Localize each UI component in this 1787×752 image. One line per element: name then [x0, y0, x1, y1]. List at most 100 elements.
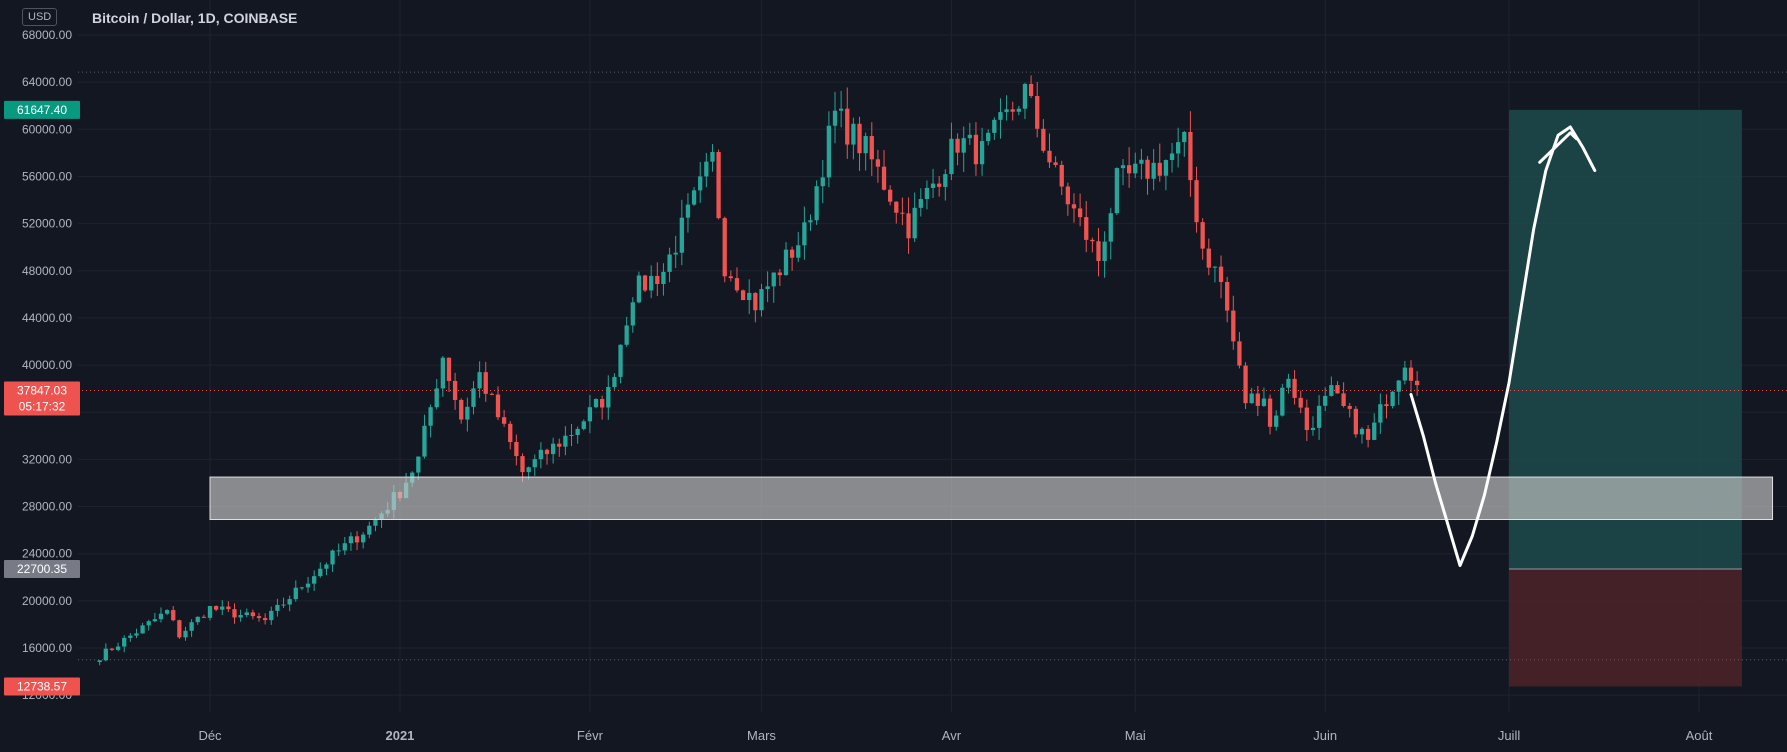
candle-up[interactable] — [293, 587, 298, 600]
candle-up[interactable] — [1102, 241, 1107, 261]
candle-down[interactable] — [906, 213, 911, 239]
candle-down[interactable] — [483, 372, 488, 394]
candle-up[interactable] — [618, 344, 623, 377]
candle-down[interactable] — [973, 134, 979, 165]
candle-down[interactable] — [232, 609, 237, 618]
candle-down[interactable] — [501, 417, 507, 424]
candle-up[interactable] — [667, 254, 672, 272]
candle-down[interactable] — [1053, 162, 1058, 165]
candle-down[interactable] — [845, 108, 850, 145]
candle-up[interactable] — [838, 108, 844, 111]
candle-up[interactable] — [342, 543, 347, 551]
candle-up[interactable] — [465, 406, 470, 420]
candle-down[interactable] — [655, 275, 660, 285]
candle-up[interactable] — [808, 220, 813, 223]
candle-up[interactable] — [612, 376, 617, 388]
candle-down[interactable] — [1065, 186, 1071, 205]
candle-down[interactable] — [937, 183, 942, 187]
candle-up[interactable] — [183, 630, 188, 638]
candle-down[interactable] — [520, 456, 525, 473]
candle-down[interactable] — [728, 276, 733, 279]
candle-down[interactable] — [446, 357, 452, 381]
candle-up[interactable] — [318, 568, 323, 577]
candle-up[interactable] — [1261, 398, 1267, 406]
candle-down[interactable] — [1341, 393, 1346, 407]
candle-up[interactable] — [851, 123, 856, 145]
candle-down[interactable] — [955, 138, 960, 153]
candle-down[interactable] — [250, 612, 256, 617]
candle-up[interactable] — [1108, 213, 1113, 242]
candle-down[interactable] — [1408, 367, 1414, 381]
candle-down[interactable] — [1304, 407, 1309, 431]
candle-up[interactable] — [698, 176, 703, 191]
candle-up[interactable] — [146, 621, 151, 626]
candle-up[interactable] — [863, 136, 868, 154]
candle-down[interactable] — [1243, 365, 1248, 404]
candle-down[interactable] — [894, 201, 899, 213]
candle-up[interactable] — [924, 187, 930, 200]
candle-up[interactable] — [305, 583, 311, 588]
candle-up[interactable] — [1169, 153, 1175, 161]
candle-up[interactable] — [826, 125, 832, 178]
candle-up[interactable] — [1151, 162, 1156, 179]
candle-up[interactable] — [624, 325, 629, 345]
candle-up[interactable] — [416, 456, 421, 473]
candle-up[interactable] — [1310, 427, 1316, 431]
candle-up[interactable] — [324, 564, 329, 569]
candle-down[interactable] — [1071, 204, 1077, 209]
candle-up[interactable] — [526, 467, 531, 473]
candle-up[interactable] — [912, 207, 917, 239]
candle-up[interactable] — [986, 132, 991, 142]
candle-down[interactable] — [1255, 393, 1260, 406]
candle-down[interactable] — [1077, 208, 1083, 218]
candle-up[interactable] — [207, 606, 213, 618]
candle-down[interactable] — [1126, 165, 1132, 174]
candle-up[interactable] — [1163, 160, 1169, 176]
candle-up[interactable] — [1396, 380, 1401, 392]
candle-down[interactable] — [1145, 159, 1150, 179]
candle-up[interactable] — [685, 204, 691, 218]
candle-down[interactable] — [1047, 150, 1052, 163]
candle-down[interactable] — [857, 123, 862, 154]
candle-up[interactable] — [1022, 83, 1028, 109]
candle-up[interactable] — [140, 625, 145, 634]
candle-up[interactable] — [1329, 385, 1334, 396]
candle-up[interactable] — [1378, 404, 1383, 423]
candle-down[interactable] — [1096, 241, 1101, 261]
candle-down[interactable] — [1237, 341, 1242, 366]
candle-up[interactable] — [930, 183, 936, 188]
candle-up[interactable] — [1323, 395, 1328, 406]
candle-down[interactable] — [1298, 397, 1303, 408]
candle-up[interactable] — [796, 245, 801, 258]
candle-up[interactable] — [115, 646, 121, 650]
candle-up[interactable] — [581, 421, 586, 429]
candle-down[interactable] — [1059, 164, 1064, 187]
candle-up[interactable] — [575, 428, 580, 435]
candle-up[interactable] — [1016, 108, 1021, 112]
candle-down[interactable] — [354, 536, 360, 543]
candle-up[interactable] — [471, 388, 476, 407]
candle-up[interactable] — [918, 199, 923, 208]
candle-down[interactable] — [900, 212, 905, 214]
candle-up[interactable] — [1212, 266, 1218, 268]
candle-up[interactable] — [1139, 159, 1144, 164]
candle-up[interactable] — [287, 599, 292, 605]
candle-down[interactable] — [263, 618, 268, 621]
support-zone[interactable] — [209, 476, 1774, 521]
candle-up[interactable] — [593, 399, 599, 408]
candle-up[interactable] — [244, 612, 249, 615]
candle-up[interactable] — [1120, 165, 1126, 169]
candle-down[interactable] — [1365, 428, 1371, 440]
candle-up[interactable] — [538, 449, 544, 460]
candle-up[interactable] — [943, 174, 948, 187]
candle-down[interactable] — [1384, 404, 1389, 407]
candle-up[interactable] — [832, 110, 838, 126]
candle-up[interactable] — [636, 275, 642, 303]
candle-up[interactable] — [630, 302, 635, 326]
candle-down[interactable] — [177, 620, 182, 638]
candle-up[interactable] — [802, 222, 807, 246]
candle-down[interactable] — [452, 380, 458, 400]
candle-up[interactable] — [1176, 142, 1181, 154]
candle-down[interactable] — [1035, 96, 1040, 129]
candle-up[interactable] — [1249, 393, 1254, 404]
